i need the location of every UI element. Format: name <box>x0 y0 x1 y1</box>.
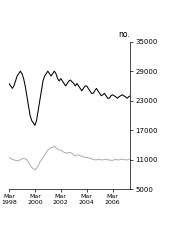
Legend: New houses, New other residential: New houses, New other residential <box>6 0 88 1</box>
Text: no.: no. <box>119 30 130 39</box>
